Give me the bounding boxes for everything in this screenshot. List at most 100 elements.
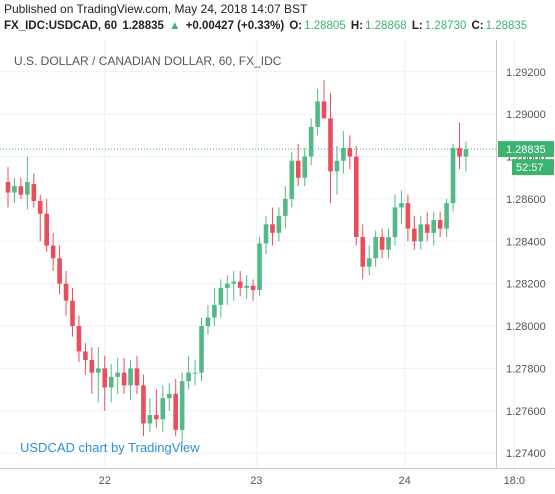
candle-body [25, 181, 30, 195]
x-tick-label: 24 [399, 475, 411, 487]
candle-body [289, 160, 295, 199]
candle-body [31, 184, 37, 202]
candle-body [199, 326, 204, 373]
candle-body [334, 160, 340, 172]
close-value: 1.28835 [485, 20, 528, 32]
candle-body [276, 215, 282, 233]
candle-body [160, 398, 166, 420]
candle-body [166, 393, 172, 399]
candle-body [5, 181, 11, 193]
y-tick-label: 1.29200 [506, 67, 546, 79]
y-tick-label: 1.27400 [506, 448, 546, 460]
candle-body [63, 283, 69, 301]
candle-body [108, 376, 114, 388]
low-label: L: [411, 20, 423, 32]
candle-body [366, 258, 372, 267]
candle-body [225, 283, 230, 288]
candle-body [283, 198, 288, 216]
candle-body [134, 368, 140, 386]
candle-body [231, 281, 237, 284]
last-price: 1.28835 [122, 20, 164, 32]
chart-panel[interactable]: 1.29200 1.29000 1.28800 1.28600 1.28400 1.282… [0, 40, 555, 494]
candle-body [70, 300, 75, 327]
candle-body [302, 156, 307, 178]
candle-body [179, 381, 185, 430]
open-value: 1.28805 [304, 20, 346, 32]
tradingview-watermark[interactable]: USDCAD chart by TradingView [20, 440, 200, 455]
candle-body [347, 148, 353, 157]
x-tick-label: 22 [99, 475, 111, 487]
candle-body [405, 203, 411, 229]
y-tick-label: 1.29000 [506, 109, 546, 121]
candle-body [386, 237, 391, 250]
countdown-label: 52:57 [516, 162, 544, 174]
candle-body [354, 156, 359, 238]
candle-body [418, 224, 424, 242]
candle-body [121, 372, 127, 386]
candle-body [315, 101, 320, 127]
last-price-tag-label: 1.28835 [506, 144, 546, 156]
candle-body [141, 385, 146, 424]
candle-body [457, 148, 462, 157]
candle-body [173, 393, 178, 430]
candle-body [18, 186, 24, 195]
price-change: +0.00427 (+0.33%) [185, 20, 285, 32]
candle-body [244, 285, 249, 288]
candle-body [89, 359, 95, 373]
candle-body [205, 317, 211, 327]
candle-body [212, 304, 217, 318]
x-tick-label: 23 [250, 475, 262, 487]
candle-body [76, 326, 82, 352]
close-label: C: [471, 20, 484, 32]
candle-body [218, 287, 224, 305]
candle-body [399, 203, 404, 208]
candle-body [154, 415, 159, 420]
published-note: Published on TradingView.com, May 24, 20… [4, 2, 308, 16]
high-value: 1.28868 [365, 20, 407, 32]
low-value: 1.28730 [424, 20, 467, 32]
candle-body [57, 258, 62, 284]
candle-body [186, 372, 191, 382]
candle-body [147, 415, 153, 424]
candle-body [321, 101, 327, 119]
y-tick-label: 1.28400 [506, 236, 546, 248]
last-price-tag [498, 141, 554, 158]
candle-body [270, 224, 275, 233]
candlestick-chart[interactable]: 1.292001.290001.288001.286001.284001.282… [0, 40, 555, 494]
candle-body [424, 224, 430, 233]
candle-body [50, 245, 56, 259]
y-tick-label: 1.28600 [506, 194, 546, 206]
y-tick-label: 1.27800 [506, 363, 546, 375]
open-label: O: [289, 20, 303, 32]
high-label: H: [350, 20, 364, 32]
candle-body [192, 372, 198, 374]
candle-body [115, 372, 120, 377]
candle-body [412, 228, 417, 242]
candle-body [379, 237, 385, 250]
candle-body [12, 186, 17, 193]
candle-body [392, 207, 398, 238]
candle-body [308, 126, 314, 157]
candle-body [237, 281, 243, 288]
candle-body [44, 213, 49, 246]
candle-body [263, 224, 269, 244]
candle-body [96, 368, 101, 373]
candle-body [257, 243, 262, 291]
x-tick-label: 18:0 [504, 475, 525, 487]
symbol-header: FX_IDC:USDCAD, 60 1.28835 ▲ +0.00427 (+0… [4, 20, 529, 32]
countdown-tag [512, 159, 554, 176]
candle-body [431, 220, 436, 233]
candle-body [328, 118, 333, 172]
candle-body [437, 220, 443, 229]
y-tick-label: 1.28000 [506, 321, 546, 333]
candle-body [450, 148, 456, 204]
candle-body [295, 160, 301, 178]
candle-body [250, 285, 256, 291]
chart-title: U.S. DOLLAR / CANADIAN DOLLAR, 60, FX_ID… [14, 54, 282, 68]
candle-body [444, 203, 449, 229]
candle-body [37, 201, 43, 214]
candle-body [360, 237, 366, 267]
candle-body [373, 237, 378, 259]
symbol-label: FX_IDC:USDCAD, 60 [4, 20, 118, 32]
candle-body [463, 149, 469, 157]
